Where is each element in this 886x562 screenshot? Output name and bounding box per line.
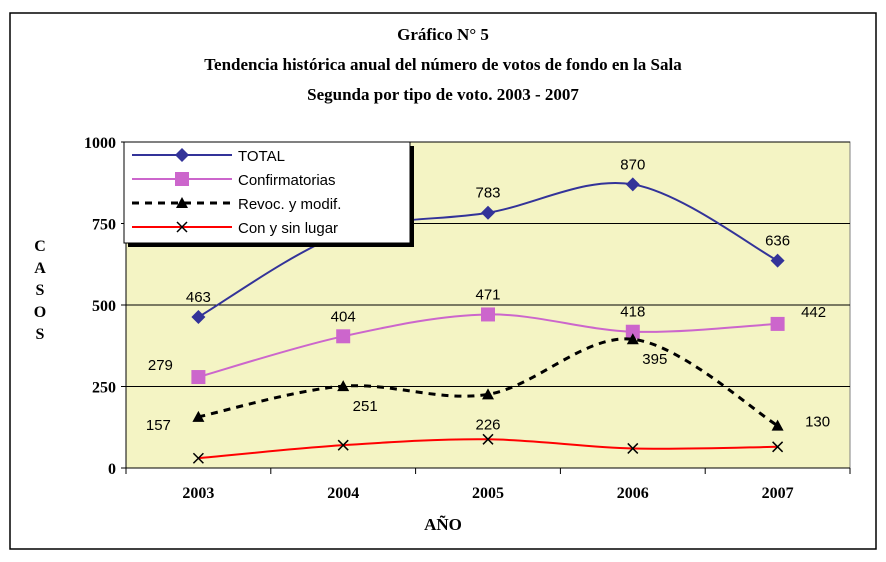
marker (337, 380, 350, 392)
data-label: 463 (186, 289, 211, 306)
marker (191, 310, 206, 325)
marker (336, 329, 351, 344)
x-tick-label: 2003 (182, 485, 214, 502)
marker (482, 433, 494, 445)
data-label: 395 (642, 351, 667, 368)
data-label: 251 (353, 398, 378, 415)
legend-label: Confirmatorias (238, 172, 336, 189)
marker (770, 253, 785, 268)
marker (772, 441, 784, 453)
x-tick-label: 2004 (327, 485, 359, 502)
chart-subtitle: Segunda por tipo de voto. 2003 - 2007 (307, 85, 579, 104)
legend-marker (175, 148, 189, 162)
x-tick-label: 2007 (762, 485, 794, 502)
data-label: 870 (620, 156, 645, 173)
x-tick-label: 2005 (472, 485, 504, 502)
y-tick-label: 0 (108, 461, 116, 478)
legend-marker (175, 172, 189, 186)
y-tick-label: 1000 (84, 135, 116, 152)
data-label: 404 (331, 308, 356, 325)
marker (627, 442, 639, 454)
data-label: 226 (475, 416, 500, 433)
y-tick-label: 750 (92, 217, 116, 234)
legend-label: Con y sin lugar (238, 220, 338, 237)
chart-title: Gráfico N° 5 (397, 25, 489, 44)
marker (192, 452, 204, 464)
marker (626, 333, 639, 345)
marker (625, 324, 640, 339)
marker (771, 419, 784, 431)
marker (482, 388, 494, 400)
data-label: 130 (805, 414, 830, 431)
chart-subtitle: Tendencia histórica anual del número de … (204, 55, 682, 74)
data-label: 418 (620, 304, 645, 321)
x-axis-title: AÑO (424, 515, 462, 534)
data-label: 471 (475, 286, 500, 303)
legend-marker (176, 221, 188, 233)
legend-label: TOTAL (238, 148, 285, 165)
y-tick-label: 250 (92, 380, 116, 397)
marker (625, 177, 640, 192)
legend-label: Revoc. y modif. (238, 196, 341, 213)
data-label: 636 (765, 233, 790, 250)
marker (481, 307, 495, 322)
marker (337, 439, 349, 451)
legend-marker (176, 197, 188, 208)
x-tick-label: 2006 (617, 485, 649, 502)
data-label: 783 (475, 185, 500, 202)
marker (481, 205, 495, 220)
marker (192, 410, 205, 422)
legend: TOTAL Confirmatorias Revoc. y modif. Con y … (123, 141, 414, 247)
series-line (198, 337, 779, 427)
marker (191, 370, 206, 385)
data-label: 442 (801, 304, 826, 321)
y-tick-label: 500 (92, 298, 116, 315)
marker (770, 316, 785, 331)
data-label: 157 (146, 417, 171, 434)
y-axis-title: CASOS (32, 238, 49, 348)
data-label: 279 (148, 357, 173, 374)
